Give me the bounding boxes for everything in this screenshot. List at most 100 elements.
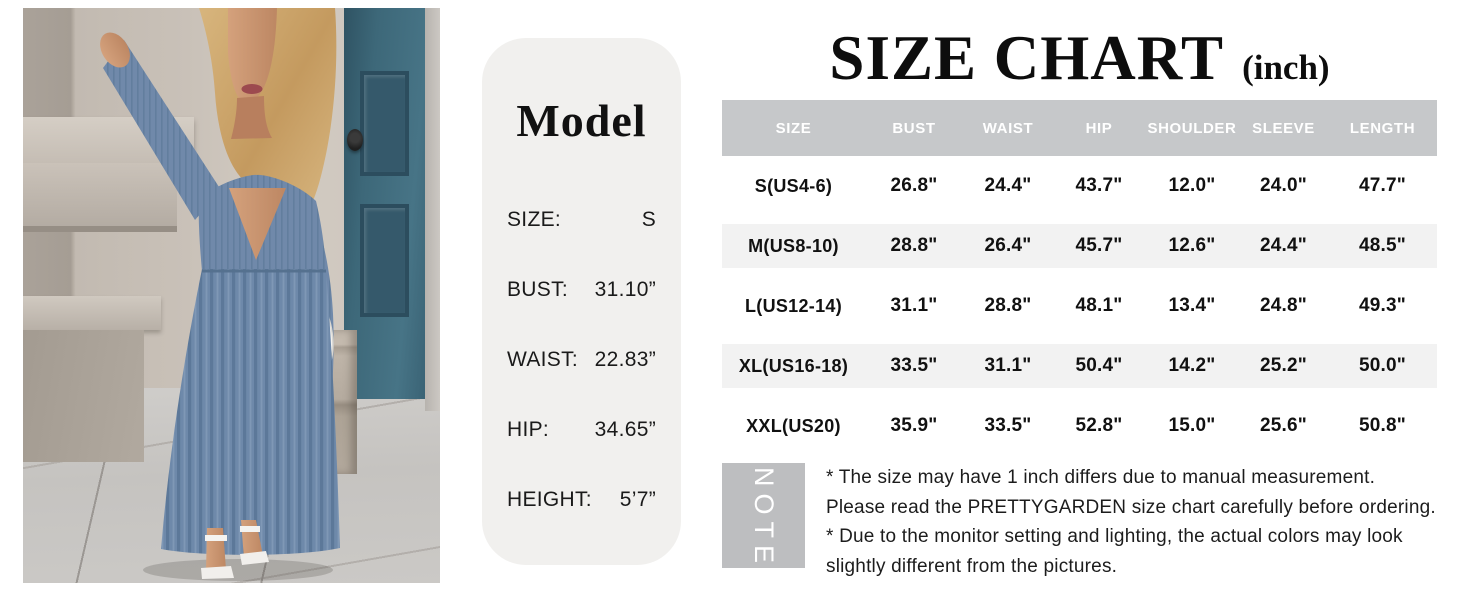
- table-cell-size: S(US4-6): [754, 175, 833, 196]
- table-cell: 28.8": [890, 235, 938, 256]
- table-header-cell: SIZE: [775, 119, 812, 137]
- model-spec-list: SIZE: S BUST: 31.10” WAIST: 22.83” HIP: …: [482, 185, 681, 535]
- table-cell: 26.4": [984, 235, 1032, 256]
- table-header-cell: SHOULDER: [1147, 119, 1237, 137]
- model-spec-value: 5’7”: [619, 488, 656, 511]
- model-spec-label: HEIGHT:: [507, 488, 592, 511]
- table-cell-size: L(US12-14): [744, 295, 843, 316]
- table-cell: 24.4": [984, 175, 1032, 196]
- size-chart-table: SIZE BUST WAIST HIP SHOULDER SLEEVE LENG…: [722, 100, 1437, 456]
- wall-base-block: [23, 330, 144, 463]
- stone-column: [425, 8, 440, 411]
- table-cell: 24.0": [1260, 175, 1307, 196]
- model-spec-row: BUST: 31.10”: [482, 255, 681, 325]
- table-header-cell: WAIST: [982, 119, 1034, 137]
- table-cell-size: XXL(US20): [746, 415, 841, 436]
- table-cell: 33.5": [890, 355, 938, 376]
- model-info-card: Model SIZE: S BUST: 31.10” WAIST: 22.83”…: [482, 38, 681, 565]
- size-chart-title: SIZE CHART (inch): [722, 16, 1437, 100]
- neck: [231, 96, 272, 139]
- table-cell: 31.1": [984, 355, 1032, 376]
- table-cell: 26.8": [890, 175, 938, 196]
- table-cell: 24.4": [1260, 235, 1307, 256]
- door-panel: [360, 70, 410, 177]
- model-spec-label: WAIST:: [507, 348, 579, 371]
- dress-sleeve-right: [103, 40, 221, 220]
- door-panel: [360, 203, 410, 317]
- v-neckline: [229, 188, 286, 260]
- table-cell: 13.4": [1168, 295, 1216, 316]
- model-card-title: Model: [516, 95, 647, 146]
- table-cell: 52.8": [1075, 415, 1123, 436]
- wall-base-molding: [23, 295, 161, 330]
- table-cell: 25.2": [1260, 355, 1307, 376]
- table-cell: 14.2": [1168, 355, 1216, 376]
- table-cell: 12.0": [1168, 175, 1216, 196]
- model-spec-value: S: [641, 208, 656, 231]
- ground-shadow: [143, 559, 333, 581]
- table-row: S(US4-6) 26.8" 24.4" 43.7" 12.0" 24.0" 4…: [722, 156, 1437, 216]
- teal-door: [344, 8, 426, 399]
- table-cell: 48.1": [1075, 295, 1123, 316]
- note-section: NOTE * The size may have 1 inch differs …: [722, 463, 1452, 581]
- table-header-cell: BUST: [892, 119, 936, 137]
- table-cell: 35.9": [890, 415, 938, 436]
- model-spec-value: 31.10”: [594, 278, 656, 301]
- table-cell: 33.5": [984, 415, 1032, 436]
- lips: [241, 84, 263, 94]
- product-photo: [23, 8, 440, 583]
- table-cell: 50.4": [1075, 355, 1123, 376]
- table-cell: 31.1": [890, 295, 938, 316]
- table-cell-size: M(US8-10): [748, 235, 839, 256]
- table-cell-size: XL(US16-18): [738, 355, 849, 376]
- model-spec-label: SIZE:: [507, 208, 562, 231]
- table-cell: 25.6": [1260, 415, 1307, 436]
- leg-front: [206, 528, 226, 571]
- table-cell: 47.7": [1359, 175, 1406, 196]
- table-row: XL(US16-18) 33.5" 31.1" 50.4" 14.2" 25.2…: [722, 336, 1437, 396]
- model-spec-label: HIP:: [507, 418, 550, 441]
- table-cell: 50.8": [1359, 415, 1406, 436]
- note-line: slightly different from the pictures.: [826, 555, 1118, 577]
- table-row: L(US12-14) 31.1" 28.8" 48.1" 13.4" 24.8"…: [722, 276, 1437, 336]
- sandal-strap-front: [205, 535, 227, 541]
- note-line: * The size may have 1 inch differs due t…: [826, 467, 1376, 488]
- table-header-row: SIZE BUST WAIST HIP SHOULDER SLEEVE LENG…: [722, 100, 1437, 156]
- table-cell: 50.0": [1359, 355, 1406, 376]
- table-cell: 43.7": [1075, 175, 1123, 196]
- note-line: Please read the PRETTYGARDEN size chart …: [826, 496, 1436, 518]
- model-spec-row: SIZE: S: [482, 185, 681, 255]
- table-header-cell: HIP: [1085, 119, 1113, 137]
- model-figure: [100, 8, 340, 581]
- table-row: M(US8-10) 28.8" 26.4" 45.7" 12.6" 24.4" …: [722, 216, 1437, 276]
- wall-ledge-lower: [23, 163, 178, 233]
- size-chart-title-text: SIZE CHART: [829, 23, 1225, 93]
- model-spec-label: BUST:: [507, 278, 569, 301]
- table-cell: 12.6": [1168, 235, 1216, 256]
- hand-right: [100, 32, 130, 68]
- table-row: XXL(US20) 35.9" 33.5" 52.8" 15.0" 25.6" …: [722, 396, 1437, 456]
- size-chart-unit: (inch): [1242, 48, 1330, 87]
- size-chart-section: SIZE CHART (inch) SIZE BUST WAIST HIP SH…: [722, 0, 1437, 456]
- table-cell: 49.3": [1359, 295, 1406, 316]
- table-cell: 48.5": [1359, 235, 1406, 256]
- note-line: * Due to the monitor setting and lightin…: [826, 526, 1403, 547]
- sandal-sole-front: [201, 566, 234, 579]
- face: [228, 8, 277, 104]
- table-header-cell: LENGTH: [1349, 119, 1416, 137]
- sandal-sole-back: [240, 551, 269, 565]
- model-spec-row: HEIGHT: 5’7”: [482, 465, 681, 535]
- door-knocker: [347, 129, 364, 152]
- model-spec-value: 34.65”: [594, 418, 656, 441]
- note-text: * The size may have 1 inch differs due t…: [826, 463, 1436, 581]
- sandal-strap-back: [240, 526, 260, 532]
- dress-skirt: [161, 269, 340, 555]
- table-cell: 15.0": [1168, 415, 1216, 436]
- table-cell: 28.8": [984, 295, 1032, 316]
- model-spec-row: WAIST: 22.83”: [482, 325, 681, 395]
- model-spec-row: HIP: 34.65”: [482, 395, 681, 465]
- table-header-cell: SLEEVE: [1252, 119, 1315, 137]
- note-badge: NOTE: [722, 463, 805, 570]
- table-cell: 24.8": [1260, 295, 1307, 316]
- model-spec-value: 22.83”: [594, 348, 656, 371]
